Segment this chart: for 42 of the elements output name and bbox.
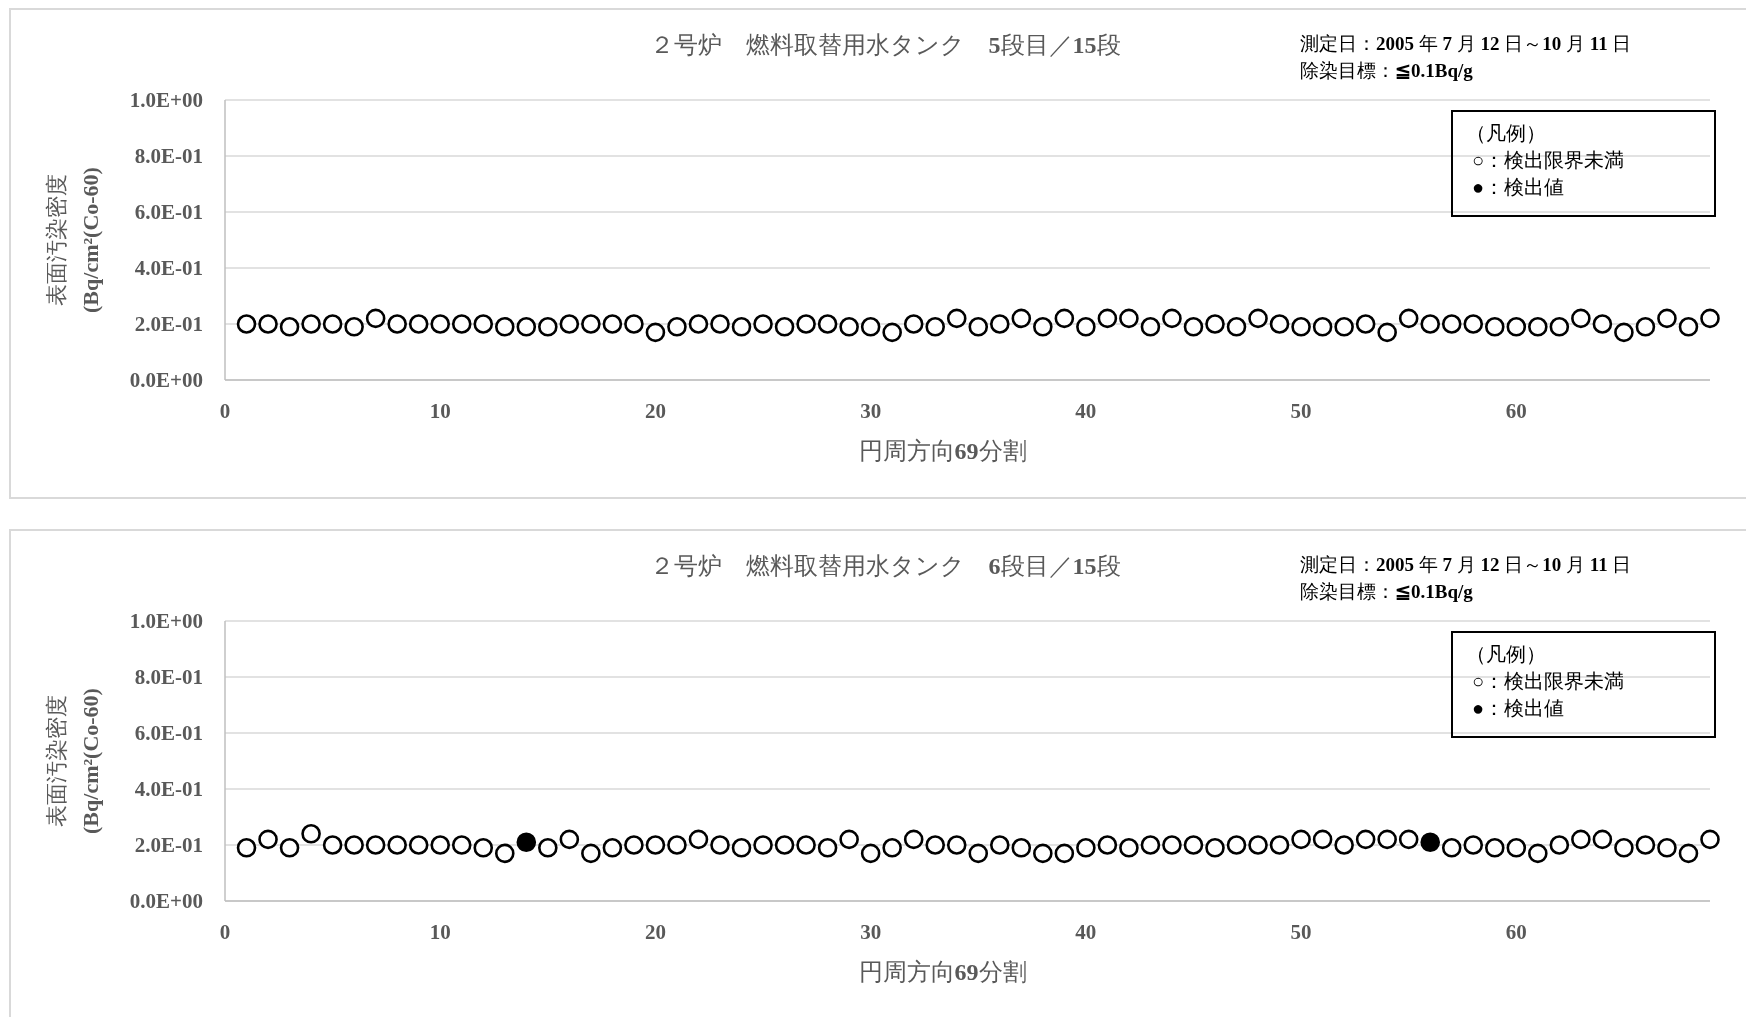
- annotation: ●：検出値: [1472, 697, 1565, 719]
- y-tick-label: 2.0E-01: [134, 833, 203, 857]
- annotation: ●：検出値: [1472, 176, 1565, 198]
- y-axis-title: 表面汚染密度 (Bq/cm²(Co-60): [44, 688, 103, 834]
- annotation: （凡例）: [1466, 643, 1546, 665]
- annotation: ○：検出限界未満: [1472, 670, 1625, 692]
- chart-title: ２号炉 燃料取替用水タンク 6段目／15段: [649, 553, 1121, 579]
- y-tick-label: 2.0E-01: [134, 312, 203, 336]
- annotation: （凡例）: [1466, 122, 1546, 144]
- x-tick-label: 40: [1075, 920, 1097, 944]
- x-tick-label: 50: [1290, 399, 1312, 423]
- x-tick-label: 20: [644, 399, 666, 423]
- y-tick-label: 4.0E-01: [134, 777, 203, 801]
- y-tick-label: 1.0E+00: [129, 609, 203, 633]
- x-tick-label: 50: [1290, 920, 1312, 944]
- x-axis-title: 円周方向69分割: [858, 959, 1027, 985]
- x-tick-label: 10: [429, 399, 451, 423]
- x-axis-title: 円周方向69分割: [858, 438, 1027, 464]
- y-tick-label: 8.0E-01: [134, 665, 203, 689]
- x-tick-label: 10: [429, 920, 451, 944]
- x-tick-label: 30: [860, 920, 882, 944]
- y-tick-label: 8.0E-01: [134, 144, 203, 168]
- x-tick-label: 40: [1075, 399, 1097, 423]
- x-tick-label: 20: [644, 920, 666, 944]
- y-tick-label: 0.0E+00: [129, 368, 203, 392]
- text: 除染目標：≦0.1Bq/g: [1300, 581, 1474, 602]
- y-tick-label: 6.0E-01: [134, 200, 203, 224]
- chart-title: ２号炉 燃料取替用水タンク 5段目／15段: [649, 32, 1121, 58]
- y-axis-title: 表面汚染密度 (Bq/cm²(Co-60): [44, 167, 103, 313]
- y-tick-label: 1.0E+00: [129, 88, 203, 112]
- x-tick-label: 0: [219, 399, 231, 423]
- annotation: ○：検出限界未満: [1472, 149, 1625, 171]
- text: 測定日：2005 年 7 月 12 日～10 月 11 日: [1300, 554, 1632, 575]
- y-tick-label: 6.0E-01: [134, 721, 203, 745]
- x-tick-label: 30: [860, 399, 882, 423]
- text: 除染目標：≦0.1Bq/g: [1300, 60, 1474, 81]
- x-tick-label: 60: [1505, 920, 1527, 944]
- y-tick-label: 4.0E-01: [134, 256, 203, 280]
- x-tick-label: 0: [219, 920, 231, 944]
- y-tick-label: 0.0E+00: [129, 889, 203, 913]
- text: 測定日：2005 年 7 月 12 日～10 月 11 日: [1300, 33, 1632, 54]
- x-tick-label: 60: [1505, 399, 1527, 423]
